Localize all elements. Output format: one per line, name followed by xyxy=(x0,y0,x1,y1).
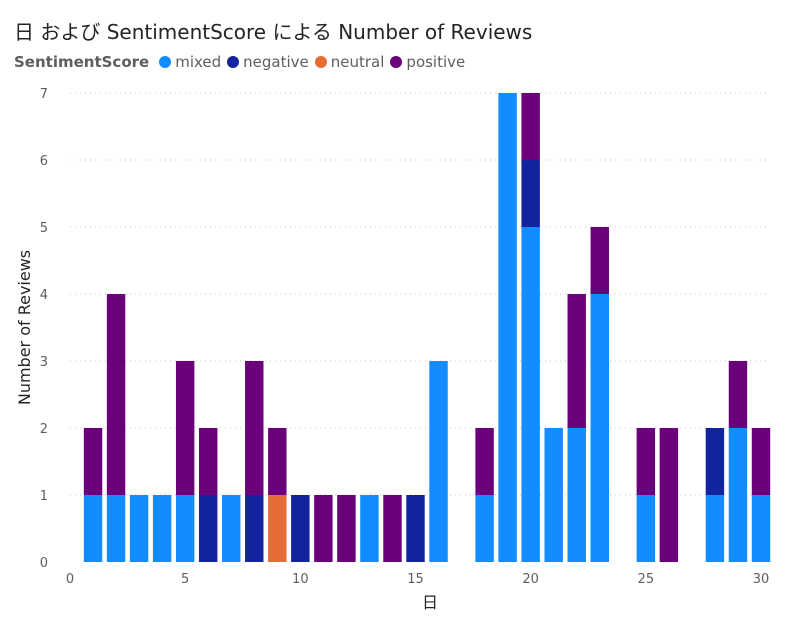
y-tick-label-2: 2 xyxy=(40,422,48,437)
y-tick-label-6: 6 xyxy=(40,154,48,169)
legend-title: SentimentScore xyxy=(14,53,150,71)
bar-mixed-day-21 xyxy=(544,428,563,562)
bar-positive-day-26 xyxy=(659,428,679,562)
y-axis-title: Number of Reviews xyxy=(15,250,34,405)
bar-positive-day-29 xyxy=(728,361,748,428)
bar-negative-day-28 xyxy=(705,428,725,495)
bar-positive-day-12 xyxy=(337,495,356,562)
bar-negative-day-6 xyxy=(198,495,218,562)
y-tick-label-7: 7 xyxy=(40,87,48,102)
legend-marker-positive xyxy=(390,56,403,68)
x-axis-title: 日 xyxy=(422,593,438,612)
bar-positive-day-11 xyxy=(314,495,333,562)
bars xyxy=(83,93,771,562)
bar-positive-day-18 xyxy=(475,428,494,495)
x-tick-label-5: 5 xyxy=(181,572,189,587)
bar-negative-day-10 xyxy=(291,495,310,562)
bar-mixed-day-30 xyxy=(751,495,771,562)
legend-label-positive: positive xyxy=(406,53,466,71)
bar-positive-day-23 xyxy=(590,227,609,294)
bar-positive-day-30 xyxy=(751,428,771,495)
x-tick-label-25: 25 xyxy=(638,572,655,587)
bar-mixed-day-20 xyxy=(521,227,540,562)
bar-mixed-day-29 xyxy=(728,428,748,562)
y-tick-label-3: 3 xyxy=(40,355,48,370)
bar-mixed-day-1 xyxy=(83,495,103,562)
bar-negative-day-8 xyxy=(245,495,264,562)
y-tick-label-1: 1 xyxy=(40,489,48,504)
legend: SentimentScore mixed negative neutral po… xyxy=(14,52,471,72)
bar-mixed-day-18 xyxy=(475,495,494,562)
legend-label-mixed: mixed xyxy=(175,53,222,71)
bar-mixed-day-3 xyxy=(129,495,149,562)
bar-negative-day-20 xyxy=(521,160,540,227)
bar-negative-day-15 xyxy=(406,495,425,562)
y-axis-ticks: 0 1 2 3 4 5 6 7 xyxy=(40,87,48,571)
bar-positive-day-14 xyxy=(383,495,402,562)
bar-positive-day-8 xyxy=(245,361,264,495)
x-tick-label-20: 20 xyxy=(522,572,539,587)
legend-marker-neutral xyxy=(314,56,327,68)
bar-positive-day-22 xyxy=(567,294,586,428)
bar-mixed-day-22 xyxy=(567,428,586,562)
bar-neutral-day-9 xyxy=(268,495,287,562)
bar-mixed-day-19 xyxy=(498,93,517,562)
legend-item-negative[interactable]: negative xyxy=(227,53,309,71)
bar-positive-day-9 xyxy=(268,428,287,495)
bar-mixed-day-28 xyxy=(705,495,725,562)
legend-marker-negative xyxy=(227,56,240,68)
x-tick-label-15: 15 xyxy=(407,572,424,587)
y-tick-label-0: 0 xyxy=(40,556,48,571)
x-tick-label-0: 0 xyxy=(66,572,74,587)
legend-label-neutral: neutral xyxy=(330,53,385,71)
bar-positive-day-2 xyxy=(106,294,126,495)
legend-label-negative: negative xyxy=(243,53,309,71)
legend-item-mixed[interactable]: mixed xyxy=(159,53,221,71)
legend-item-positive[interactable]: positive xyxy=(390,53,465,71)
bar-mixed-day-4 xyxy=(152,495,172,562)
legend-marker-mixed xyxy=(159,56,172,68)
bar-mixed-day-7 xyxy=(222,495,241,562)
y-tick-label-5: 5 xyxy=(40,221,48,236)
chart-title: 日 および SentimentScore による Number of Revie… xyxy=(14,20,533,44)
bar-positive-day-25 xyxy=(636,428,656,495)
bar-mixed-day-13 xyxy=(360,495,379,562)
x-tick-label-30: 30 xyxy=(753,572,770,587)
bar-positive-day-20 xyxy=(521,93,540,160)
legend-item-neutral[interactable]: neutral xyxy=(314,53,385,71)
bar-mixed-day-2 xyxy=(106,495,126,562)
bar-mixed-day-23 xyxy=(590,294,609,562)
bar-mixed-day-5 xyxy=(175,495,195,562)
bar-positive-day-1 xyxy=(83,428,103,495)
x-axis-ticks: 0 5 10 15 20 25 30 xyxy=(66,572,769,587)
bar-mixed-day-25 xyxy=(636,495,656,562)
bar-positive-day-5 xyxy=(175,361,195,495)
x-tick-label-10: 10 xyxy=(292,572,309,587)
bar-positive-day-6 xyxy=(198,428,218,495)
bar-mixed-day-16 xyxy=(429,361,448,562)
y-tick-label-4: 4 xyxy=(40,288,48,303)
